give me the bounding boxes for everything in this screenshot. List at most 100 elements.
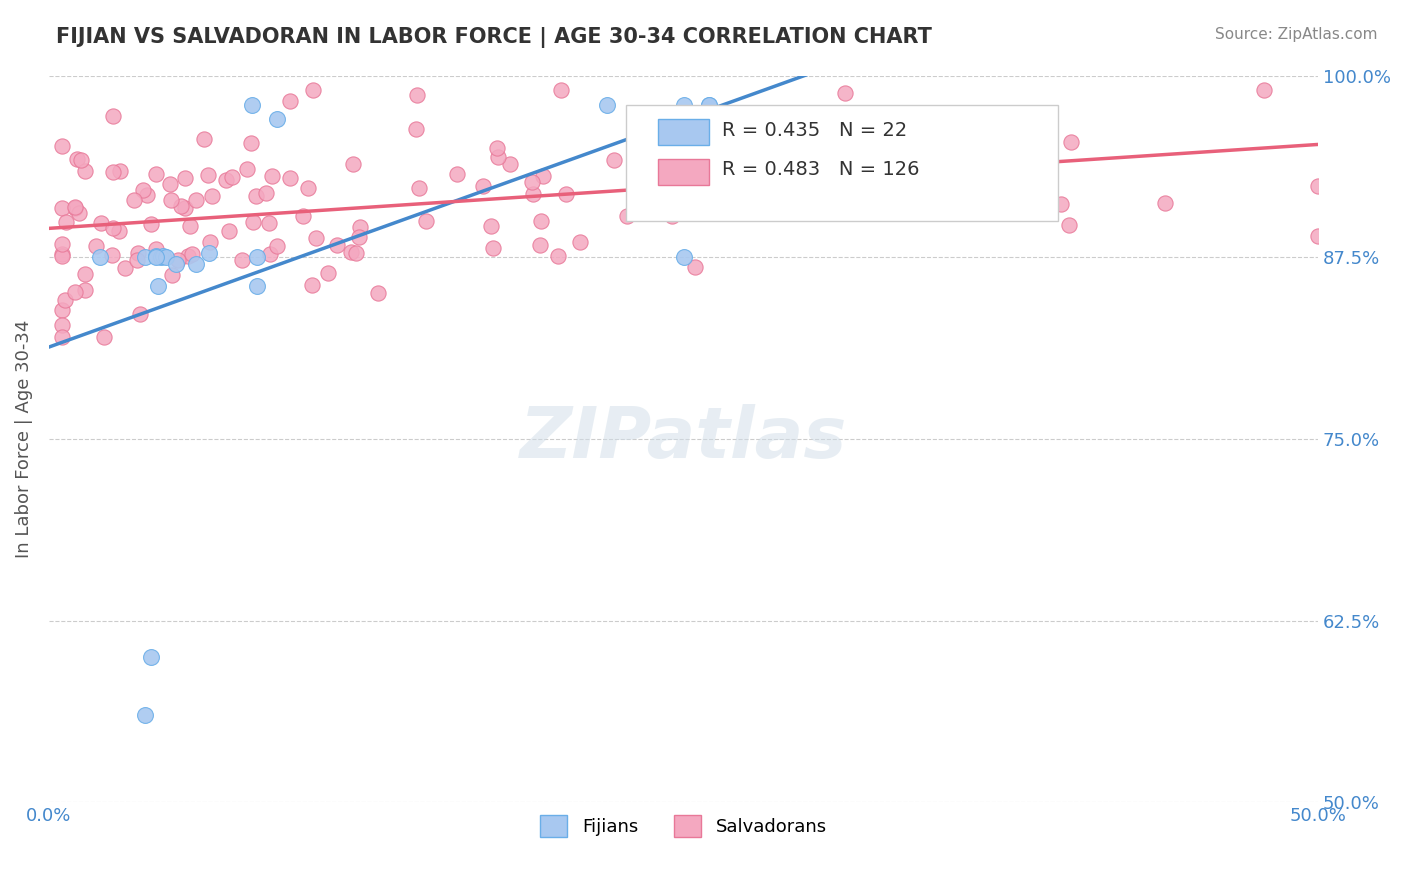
Point bbox=[170, 199, 193, 213]
Point bbox=[53, 293, 76, 307]
Point bbox=[697, 97, 720, 112]
Point bbox=[242, 214, 264, 228]
Point bbox=[259, 247, 281, 261]
Point bbox=[134, 708, 156, 723]
Point bbox=[408, 181, 430, 195]
Point bbox=[301, 277, 323, 292]
Point bbox=[246, 250, 269, 264]
Point bbox=[342, 157, 364, 171]
Point bbox=[596, 97, 619, 112]
Point bbox=[257, 216, 280, 230]
Point bbox=[51, 330, 73, 344]
Point bbox=[145, 168, 167, 182]
Point bbox=[73, 267, 96, 281]
Point bbox=[139, 649, 162, 664]
Point bbox=[198, 245, 221, 260]
Point bbox=[531, 169, 554, 183]
Point bbox=[661, 194, 683, 208]
Point bbox=[471, 179, 494, 194]
Point bbox=[305, 231, 328, 245]
Point bbox=[316, 267, 339, 281]
Point bbox=[145, 242, 167, 256]
Point bbox=[145, 249, 167, 263]
Point bbox=[165, 257, 187, 271]
Point bbox=[1153, 196, 1175, 211]
Text: R = 0.435   N = 22: R = 0.435 N = 22 bbox=[721, 120, 907, 139]
Point bbox=[132, 184, 155, 198]
Point bbox=[180, 247, 202, 261]
Point bbox=[568, 235, 591, 250]
Point bbox=[529, 237, 551, 252]
Point bbox=[155, 250, 177, 264]
Point bbox=[266, 112, 288, 127]
Point bbox=[718, 158, 741, 172]
Text: FIJIAN VS SALVADORAN IN LABOR FORCE | AGE 30-34 CORRELATION CHART: FIJIAN VS SALVADORAN IN LABOR FORCE | AG… bbox=[56, 27, 932, 48]
Point bbox=[683, 260, 706, 274]
Point bbox=[367, 285, 389, 300]
Point bbox=[215, 172, 238, 186]
Point bbox=[1050, 197, 1073, 211]
Point bbox=[90, 215, 112, 229]
Y-axis label: In Labor Force | Age 30-34: In Labor Force | Age 30-34 bbox=[15, 319, 32, 558]
Point bbox=[520, 175, 543, 189]
Point bbox=[129, 307, 152, 321]
Bar bbox=[658, 120, 709, 145]
Point bbox=[218, 224, 240, 238]
Point bbox=[672, 250, 695, 264]
Point bbox=[65, 285, 87, 299]
Point bbox=[246, 279, 269, 293]
Point bbox=[51, 201, 73, 215]
Point bbox=[127, 253, 149, 268]
Text: R = 0.483   N = 126: R = 0.483 N = 126 bbox=[721, 161, 920, 179]
Point bbox=[145, 250, 167, 264]
Point bbox=[405, 122, 427, 136]
Point bbox=[697, 97, 720, 112]
Point bbox=[1253, 83, 1275, 97]
Point bbox=[554, 187, 576, 202]
Point bbox=[51, 236, 73, 251]
Point bbox=[55, 215, 77, 229]
Point bbox=[86, 239, 108, 253]
Text: Source: ZipAtlas.com: Source: ZipAtlas.com bbox=[1215, 27, 1378, 42]
Point bbox=[51, 303, 73, 318]
Point bbox=[1308, 229, 1330, 244]
Point bbox=[159, 177, 181, 191]
Point bbox=[292, 209, 315, 223]
Point bbox=[193, 131, 215, 145]
Point bbox=[93, 330, 115, 344]
Point bbox=[973, 157, 995, 171]
Point bbox=[51, 248, 73, 262]
Point bbox=[347, 229, 370, 244]
Point bbox=[603, 153, 626, 167]
Point bbox=[197, 168, 219, 182]
Point bbox=[297, 181, 319, 195]
Point bbox=[302, 83, 325, 97]
Point bbox=[326, 238, 349, 252]
Point bbox=[818, 197, 841, 211]
Point bbox=[661, 209, 683, 223]
Point bbox=[349, 219, 371, 234]
Point bbox=[278, 94, 301, 108]
Point bbox=[89, 250, 111, 264]
Point bbox=[201, 189, 224, 203]
Point bbox=[256, 186, 278, 200]
Point bbox=[65, 152, 87, 166]
Point bbox=[236, 162, 259, 177]
Point bbox=[813, 158, 835, 172]
Point bbox=[179, 219, 201, 234]
Point bbox=[51, 247, 73, 261]
Point bbox=[780, 138, 803, 153]
Point bbox=[134, 250, 156, 264]
Point bbox=[73, 283, 96, 297]
Point bbox=[167, 253, 190, 268]
Point bbox=[240, 97, 263, 112]
Point bbox=[186, 257, 208, 271]
Point bbox=[260, 169, 283, 183]
Point bbox=[344, 246, 367, 260]
Point bbox=[149, 250, 172, 264]
Point bbox=[73, 164, 96, 178]
Point bbox=[415, 213, 437, 227]
Point bbox=[1026, 135, 1049, 149]
Point bbox=[914, 165, 936, 179]
Point bbox=[114, 260, 136, 275]
